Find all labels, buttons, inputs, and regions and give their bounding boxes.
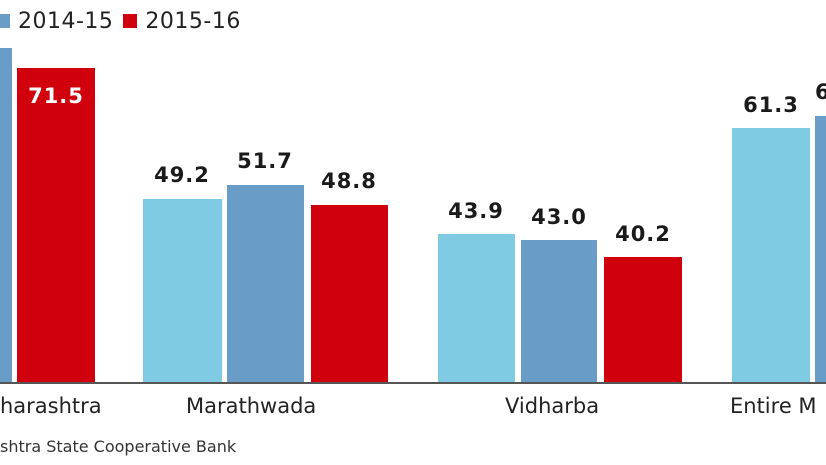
category-label: harashtra xyxy=(0,394,102,418)
bar-maharashtra-2015-16 xyxy=(17,68,95,382)
legend-label: 2014-15 xyxy=(18,8,114,34)
value-label: 43.0 xyxy=(531,205,587,229)
bar-vidharba-2015-16 xyxy=(604,257,682,382)
bar-vidharba-2014-15 xyxy=(521,240,597,382)
legend-swatch-2014-15 xyxy=(0,14,10,28)
value-label: 71.5 xyxy=(28,84,84,108)
bar-entire-2014-15 xyxy=(815,116,826,382)
value-label: 51.7 xyxy=(237,149,293,173)
bar-marathwada-2013-14 xyxy=(143,199,222,382)
value-label: 61.3 xyxy=(743,93,799,117)
value-label: 49.2 xyxy=(154,163,210,187)
category-label: Marathwada xyxy=(186,394,317,418)
bar-vidharba-2013-14 xyxy=(438,234,515,382)
value-label: 48.8 xyxy=(321,169,377,193)
legend-item-2014-15: 2014-15 xyxy=(0,9,113,34)
bar-marathwada-2015-16 xyxy=(311,205,388,382)
bar-maharashtra-2014-15 xyxy=(0,48,12,382)
source-note: shtra State Cooperative Bank xyxy=(0,437,237,456)
value-label: 43.9 xyxy=(448,199,504,223)
category-label: Entire M xyxy=(730,394,817,418)
legend-swatch-2015-16 xyxy=(123,14,138,28)
legend-label: 2015-16 xyxy=(145,8,241,34)
x-axis-line xyxy=(0,382,826,384)
bar-marathwada-2014-15 xyxy=(227,185,304,382)
value-label: 6 xyxy=(815,80,826,104)
category-label: Vidharba xyxy=(505,394,600,418)
value-label: 40.2 xyxy=(615,222,671,246)
bar-entire-2013-14 xyxy=(732,128,810,382)
chart-legend: 2014-15 2015-16 xyxy=(0,6,251,36)
legend-item-2015-16: 2015-16 xyxy=(123,9,240,34)
